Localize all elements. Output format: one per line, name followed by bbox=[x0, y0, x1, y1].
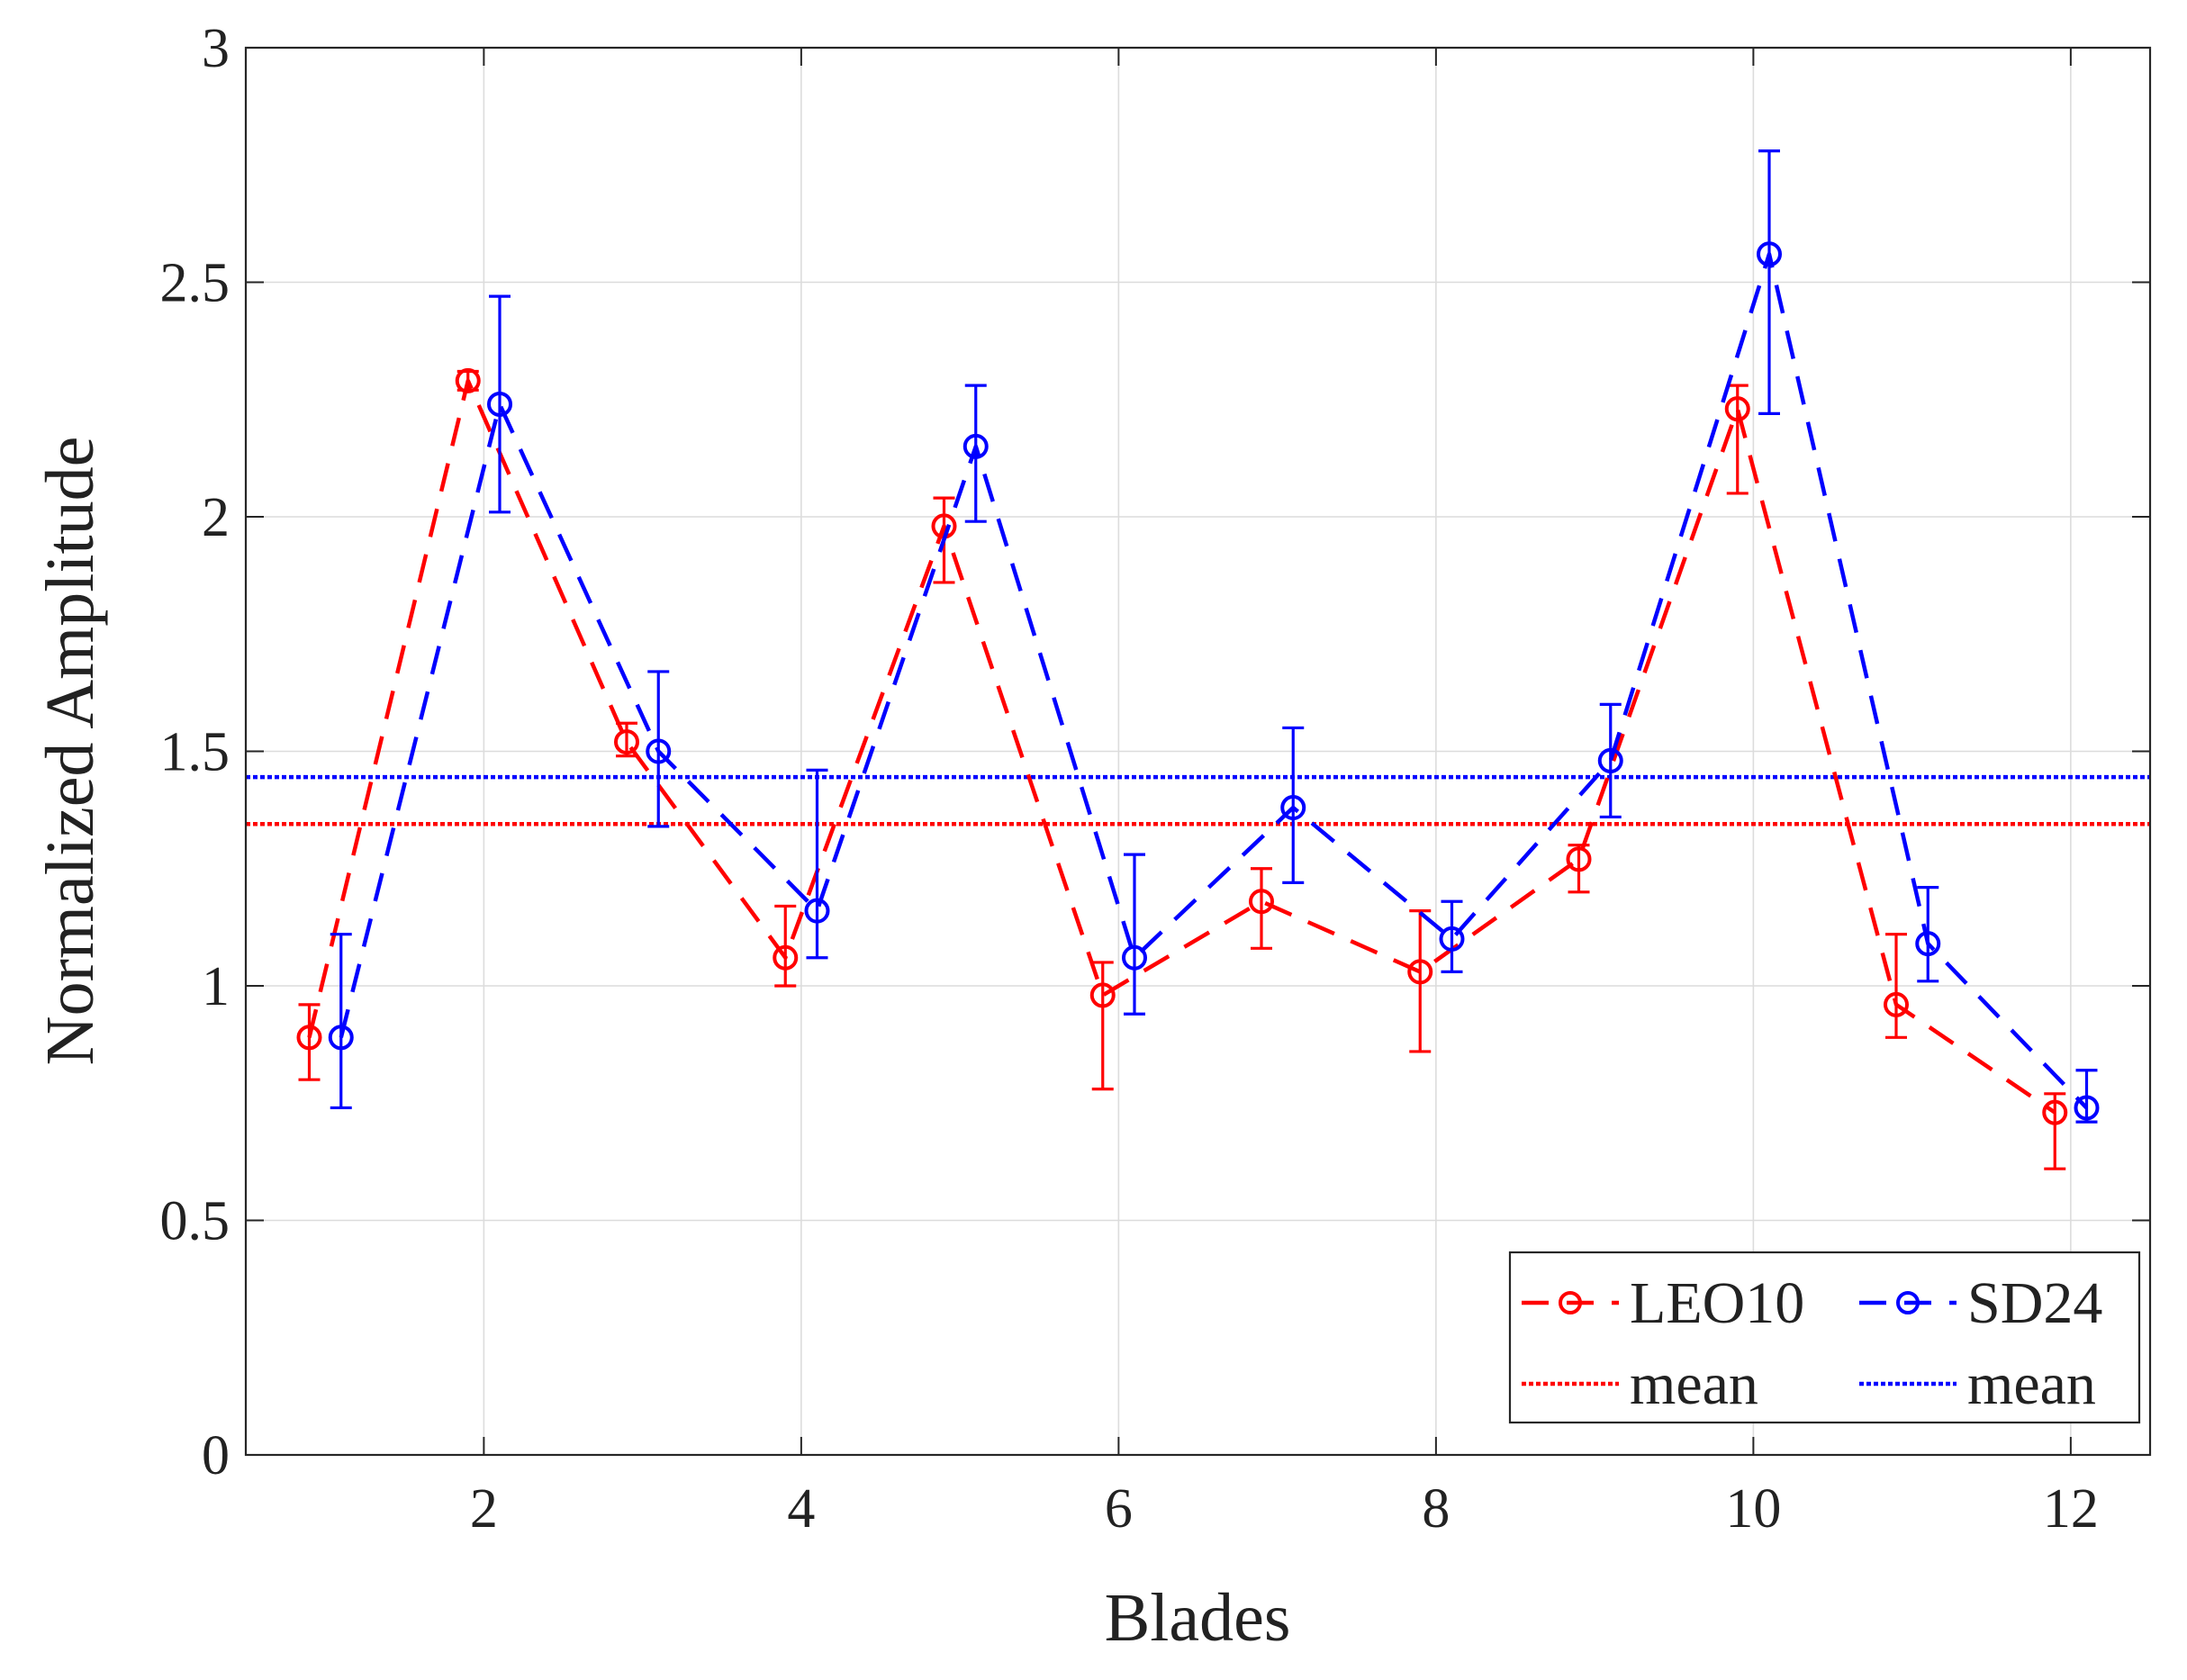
data-point-sd24 bbox=[1122, 944, 1147, 971]
error-bar bbox=[330, 933, 352, 1110]
data-point-leo10 bbox=[296, 1025, 322, 1051]
legend: LEO10 SD24 mean mean bbox=[1508, 1251, 2141, 1424]
y-tick-label: 0 bbox=[202, 1425, 230, 1486]
y-tick-label: 0.5 bbox=[160, 1191, 230, 1252]
series-line-sd24 bbox=[339, 251, 2089, 1110]
legend-marker bbox=[1559, 1291, 1582, 1314]
y-tick-label: 3 bbox=[202, 18, 230, 79]
y-axis-label: Normalized Amplitude bbox=[32, 437, 108, 1066]
error-bar bbox=[964, 384, 987, 523]
data-point-sd24 bbox=[1757, 241, 1782, 267]
legend-item-mean-ff0000: mean bbox=[1522, 1351, 1758, 1417]
y-tick-label: 2 bbox=[202, 487, 230, 548]
data-point-sd24 bbox=[328, 1025, 354, 1051]
x-axis-label: Blades bbox=[1105, 1580, 1291, 1656]
axis-ticks bbox=[246, 47, 2150, 1456]
series-leo10 bbox=[296, 367, 2068, 1170]
series-sd24 bbox=[328, 149, 2100, 1124]
data-point-sd24 bbox=[804, 898, 830, 924]
legend-item-mean-0000ff: mean bbox=[1859, 1351, 2096, 1417]
data-point-leo10 bbox=[1566, 846, 1592, 872]
legend-marker bbox=[1896, 1291, 1920, 1314]
data-point-leo10 bbox=[1249, 889, 1274, 915]
data-point-sd24 bbox=[1280, 795, 1306, 821]
data-point-sd24 bbox=[2074, 1095, 2100, 1121]
x-tick-label: 12 bbox=[2043, 1478, 2099, 1540]
y-tick-label: 1 bbox=[202, 956, 230, 1017]
x-tick-label: 6 bbox=[1105, 1478, 1133, 1540]
error-bar bbox=[616, 721, 637, 758]
mean-lines bbox=[246, 774, 2150, 826]
legend-item-series-ff0000: LEO10 bbox=[1522, 1270, 1804, 1336]
data-series bbox=[296, 149, 2100, 1170]
data-point-sd24 bbox=[1439, 926, 1465, 952]
legend-item-series-0000ff: SD24 bbox=[1859, 1270, 2102, 1336]
data-point-sd24 bbox=[1915, 931, 1941, 957]
series-line-leo10 bbox=[307, 378, 2056, 1115]
y-tick-label: 2.5 bbox=[160, 253, 230, 314]
legend-label: mean bbox=[1630, 1351, 1758, 1417]
data-point-leo10 bbox=[1407, 959, 1433, 985]
error-bar bbox=[2044, 1092, 2066, 1170]
data-point-sd24 bbox=[646, 738, 672, 764]
error-bar bbox=[489, 294, 511, 514]
error-bar bbox=[1124, 853, 1145, 1016]
error-bar bbox=[1251, 867, 1272, 950]
y-tick-labels: 0 0.5 1 1.5 2 2.5 3 bbox=[160, 18, 230, 1486]
legend-box bbox=[1508, 1251, 2141, 1424]
data-point-leo10 bbox=[455, 367, 481, 393]
legend-items: LEO10 SD24 mean mean bbox=[1522, 1270, 2102, 1417]
x-tick-labels: 2 4 6 8 10 12 bbox=[470, 1478, 2099, 1540]
error-bar bbox=[1441, 899, 1463, 973]
data-point-leo10 bbox=[1089, 982, 1116, 1008]
legend-label: LEO10 bbox=[1630, 1270, 1804, 1336]
legend-label: mean bbox=[1967, 1351, 2096, 1417]
error-bar bbox=[298, 1003, 321, 1081]
data-point-sd24 bbox=[487, 391, 512, 417]
data-point-leo10 bbox=[1884, 991, 1909, 1017]
error-bar bbox=[1758, 149, 1780, 415]
error-bar bbox=[1599, 702, 1622, 819]
y-tick-label: 1.5 bbox=[160, 722, 230, 783]
data-point-sd24 bbox=[1597, 747, 1623, 773]
error-bar bbox=[1282, 726, 1305, 884]
data-point-leo10 bbox=[773, 944, 799, 971]
legend-label: SD24 bbox=[1967, 1270, 2102, 1336]
x-tick-label: 4 bbox=[787, 1478, 815, 1540]
data-point-leo10 bbox=[1724, 396, 1750, 422]
error-bar bbox=[1885, 933, 1907, 1039]
data-point-leo10 bbox=[2042, 1099, 2068, 1125]
data-point-sd24 bbox=[962, 433, 989, 459]
x-tick-label: 8 bbox=[1422, 1478, 1450, 1540]
x-tick-label: 2 bbox=[470, 1478, 498, 1540]
error-bar bbox=[1726, 384, 1749, 495]
x-tick-label: 10 bbox=[1725, 1478, 1781, 1540]
data-point-leo10 bbox=[614, 729, 639, 755]
error-bar bbox=[647, 670, 670, 828]
error-bar bbox=[806, 768, 828, 960]
